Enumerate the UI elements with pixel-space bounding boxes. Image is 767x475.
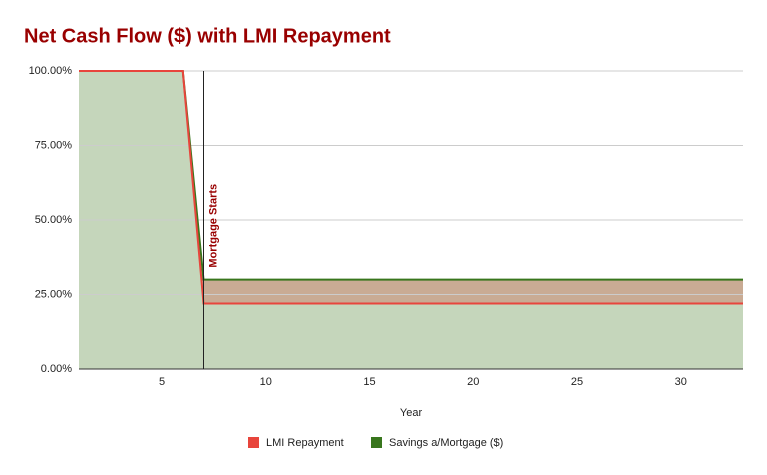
chart-title: Net Cash Flow ($) with LMI Repayment	[24, 25, 391, 47]
y-tick-label: 25.00%	[35, 288, 73, 300]
x-tick-label: 5	[159, 376, 165, 388]
y-tick-label: 100.00%	[29, 65, 73, 77]
x-tick-label: 15	[363, 376, 375, 388]
x-tick-label: 30	[675, 376, 687, 388]
area	[79, 71, 743, 369]
x-tick-label: 25	[571, 376, 583, 388]
y-tick-label: 75.00%	[35, 139, 73, 151]
y-tick-label: 50.00%	[35, 214, 73, 226]
legend-label: Savings a/Mortgage ($)	[389, 437, 503, 449]
y-tick-label: 0.00%	[41, 363, 72, 375]
legend-label: LMI Repayment	[266, 437, 344, 449]
legend-swatch	[371, 437, 382, 448]
annotation-text: Mortgage Starts	[207, 184, 219, 268]
legend-swatch	[248, 437, 259, 448]
x-tick-label: 10	[260, 376, 272, 388]
series-line	[79, 70, 743, 305]
x-axis-label: Year	[400, 407, 423, 419]
x-tick-label: 20	[467, 376, 479, 388]
